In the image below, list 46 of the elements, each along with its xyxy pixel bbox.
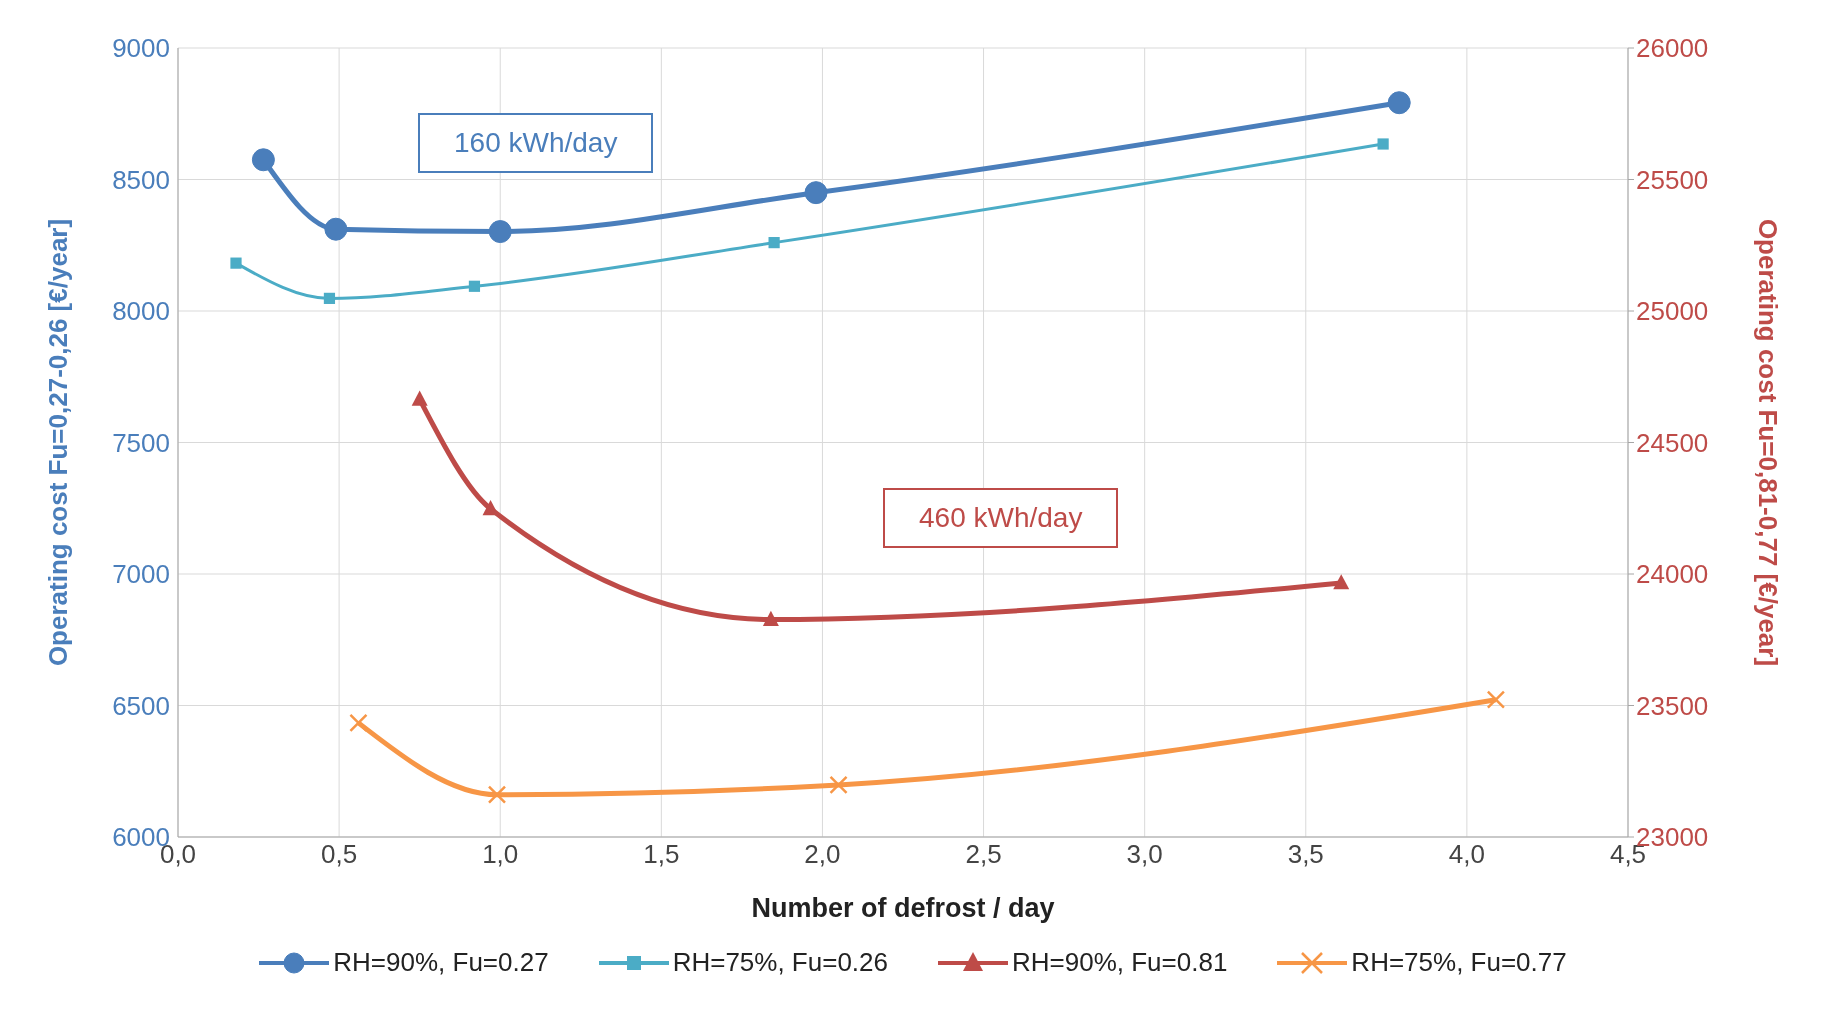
y-tick-label: 8000 — [112, 296, 170, 327]
y-axis-title: Operating cost Fu=0,27-0,26 [€/year] — [43, 218, 74, 667]
x-axis-title: Number of defrost / day — [751, 893, 1055, 923]
annotation: 160 kWh/day — [418, 113, 654, 173]
point — [251, 148, 275, 172]
legend-label: RH=90%, Fu=0.27 — [333, 947, 549, 978]
point — [804, 181, 828, 205]
point — [1333, 574, 1350, 590]
legend-label: RH=75%, Fu=0.77 — [1351, 947, 1567, 978]
point — [411, 390, 428, 406]
x-tick-label: 3,5 — [1287, 839, 1324, 870]
annotation: 460 kWh/day — [883, 488, 1119, 548]
y2-tick-label: 25000 — [1636, 296, 1709, 327]
x-tick-label: 1,5 — [643, 839, 680, 870]
y-tick-label: 9000 — [112, 33, 170, 64]
legend-label: RH=90%, Fu=0.81 — [1012, 947, 1228, 978]
legend-label: RH=75%, Fu=0.26 — [672, 947, 888, 978]
y2-tick-label: 25500 — [1636, 164, 1709, 195]
y-tick-label: 8500 — [112, 164, 170, 195]
y2-tick-label: 23500 — [1636, 690, 1709, 721]
point — [323, 292, 336, 304]
point — [762, 610, 779, 626]
point — [468, 280, 481, 292]
point — [768, 237, 780, 249]
point — [488, 220, 512, 244]
point — [1387, 91, 1411, 115]
x-tick-label: 0,5 — [321, 839, 358, 870]
y-tick-label: 7500 — [112, 427, 170, 458]
y2-tick-label: 26000 — [1636, 33, 1709, 64]
point — [1486, 690, 1506, 709]
y2-axis-title: Operating cost Fu=0,81-0,77 [€/year] — [1752, 218, 1783, 667]
y-tick-label: 7000 — [112, 559, 170, 590]
point — [349, 713, 368, 733]
point — [1377, 138, 1389, 150]
point — [230, 257, 242, 269]
x-tick-label: 1,0 — [482, 839, 519, 870]
point — [324, 217, 348, 241]
x-tick-label: 4,0 — [1448, 839, 1485, 870]
point — [829, 775, 848, 795]
y2-tick-label: 24000 — [1636, 559, 1709, 590]
y2-tick-label: 24500 — [1636, 427, 1709, 458]
y-tick-label: 6500 — [112, 690, 170, 721]
point — [487, 785, 507, 804]
x-tick-label: 2,0 — [804, 839, 841, 870]
x-tick-label: 2,5 — [965, 839, 1002, 870]
x-tick-label: 3,0 — [1126, 839, 1163, 870]
